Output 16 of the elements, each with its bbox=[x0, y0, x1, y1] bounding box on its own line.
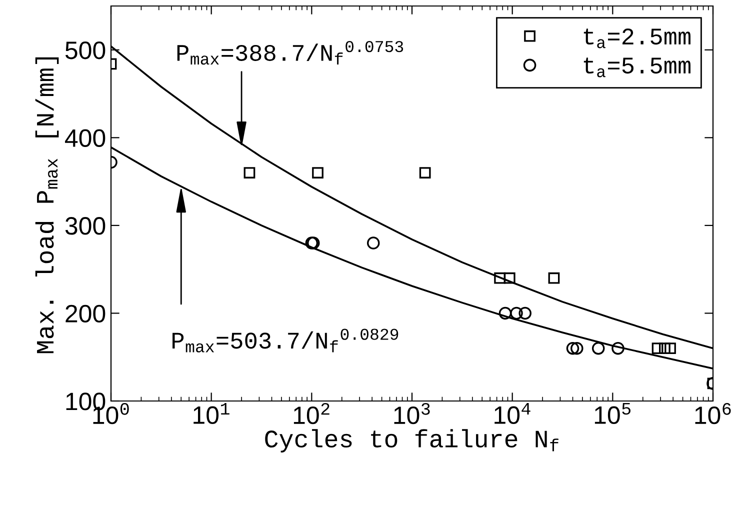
y-tick-label: 400 bbox=[65, 129, 106, 147]
x-tick-label: 10$^{4}$ bbox=[494, 402, 530, 424]
x-tick-label: 10$^{6}$ bbox=[695, 402, 731, 424]
annotation: P$_{max}$=388.7/N$_{f}$$^{0.0753}$ bbox=[177, 40, 404, 65]
x-axis-title: Cycles to failure N$_{f}$ bbox=[265, 429, 558, 452]
y-tick-label: 500 bbox=[65, 41, 106, 60]
legend-label: t$_{a}$=5.5mm bbox=[584, 58, 690, 78]
y-tick-label: 200 bbox=[66, 304, 106, 323]
y-tick-label: 300 bbox=[65, 217, 106, 235]
x-tick-label: 10$^{2}$ bbox=[294, 402, 330, 424]
x-tick-label: 10$^{5}$ bbox=[594, 402, 630, 424]
legend-label: t$_{a}$=2.5mm bbox=[584, 28, 690, 48]
x-tick-label: 10$^{1}$ bbox=[194, 402, 230, 424]
text: Max. load P$_{max}$ [N/mm] bbox=[35, 57, 59, 354]
x-tick-label: 10$^{3}$ bbox=[394, 402, 430, 424]
annotation: P$_{max}$=503.7/N$_{f}$$^{0.0829}$ bbox=[172, 328, 398, 352]
